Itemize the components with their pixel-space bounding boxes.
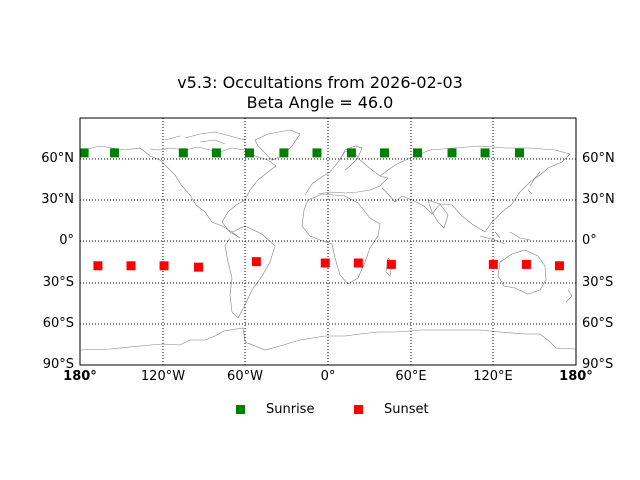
y-tick-right-60s: 60°S (582, 316, 614, 331)
x-tick-180e: 180° (559, 369, 593, 384)
sunrise-marker (109, 148, 119, 158)
x-tick-120e: 120°E (473, 369, 513, 384)
sunrise-marker-icon (236, 404, 245, 414)
sunset-marker (386, 259, 396, 269)
coastlines (79, 129, 577, 351)
sunrise-marker (379, 148, 389, 158)
sunset-marker (251, 257, 261, 267)
x-tick-0: 0° (320, 369, 336, 384)
chart-title-line1: v5.3: Occultations from 2026-02-03 (177, 73, 463, 92)
plot-frame (79, 117, 577, 366)
y-tick-right-60n: 60°N (582, 151, 615, 166)
y-tick-left-60s: 60°S (42, 316, 74, 331)
legend-label-sunset: Sunset (384, 401, 429, 417)
y-tick-right-30n: 30°N (582, 192, 615, 207)
y-tick-left-30n: 30°N (41, 192, 74, 207)
sunset-marker-icon (354, 404, 363, 414)
sunrise-marker (515, 148, 525, 158)
sunrise-marker (211, 148, 221, 158)
sunset-marker (554, 261, 564, 271)
sunrise-marker (279, 148, 289, 158)
legend-item-sunrise: Sunrise (236, 400, 314, 418)
legend: Sunrise Sunset (0, 400, 640, 418)
chart-title-line2: Beta Angle = 46.0 (246, 93, 394, 112)
y-tick-left-30s: 30°S (42, 275, 74, 290)
y-tick-right-90s: 90°S (582, 357, 614, 372)
sunset-marker (159, 261, 169, 271)
y-tick-right-30s: 30°S (582, 275, 614, 290)
sunset-marker (353, 258, 363, 268)
sunset-marker (320, 258, 330, 268)
graticule (80, 118, 576, 365)
x-tick-120w: 120°W (140, 369, 186, 384)
sunset-marker (193, 262, 203, 272)
y-tick-left-60n: 60°N (41, 151, 74, 166)
sunrise-marker (413, 148, 423, 158)
sunset-marker (93, 261, 103, 271)
x-tick-180w: 180° (63, 369, 97, 384)
sunrise-marker (447, 148, 457, 158)
legend-item-sunset: Sunset (354, 400, 429, 418)
y-tick-left-0: 0° (59, 233, 74, 248)
sunrise-marker (178, 148, 188, 158)
sunrise-marker (312, 148, 322, 158)
sunrise-marker (480, 148, 490, 158)
y-tick-left-90s: 90°S (42, 357, 74, 372)
y-tick-right-0: 0° (582, 233, 597, 248)
sunrise-marker (346, 148, 356, 158)
sunrise-marker (244, 148, 254, 158)
x-tick-60w: 60°W (227, 369, 263, 384)
sunset-marker (126, 261, 136, 271)
sunset-marker (488, 259, 498, 269)
x-tick-60e: 60°E (395, 369, 427, 384)
legend-label-sunrise: Sunrise (266, 401, 315, 417)
occultation-markers (80, 148, 564, 272)
sunset-marker (521, 259, 531, 269)
sunrise-marker (80, 148, 89, 158)
